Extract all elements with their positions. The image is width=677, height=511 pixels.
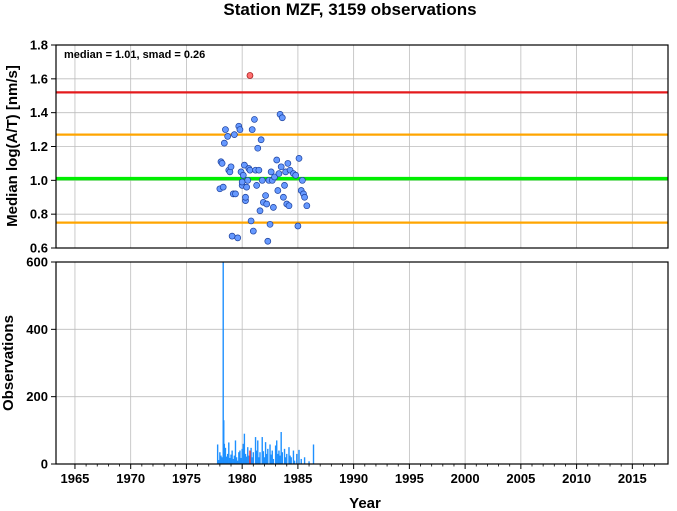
scatter-point — [247, 217, 255, 225]
x-tick-label: 1975 — [172, 471, 201, 486]
x-tick-label: 2005 — [506, 471, 535, 486]
scatter-point — [277, 163, 285, 171]
scatter-point — [242, 193, 249, 201]
bottom-y-tick-label: 600 — [26, 255, 48, 270]
scatter-point — [271, 173, 278, 181]
top-y-axis-label: Median log(A/T) [nm/s] — [4, 65, 21, 227]
scatter-point — [257, 136, 265, 144]
scatter-point — [294, 222, 302, 230]
scatter-point — [248, 126, 256, 133]
top-y-tick-label: 1.2 — [30, 139, 48, 154]
scatter-point — [249, 227, 257, 235]
scatter-point — [255, 166, 263, 174]
scatter-point — [220, 139, 228, 147]
x-tick-label: 1965 — [60, 471, 89, 486]
scatter-point — [278, 114, 286, 122]
top-y-tick-label: 1.8 — [30, 38, 48, 53]
bottom-panel-frame — [55, 261, 669, 465]
scatter-point — [232, 190, 239, 198]
x-tick-label: 1990 — [339, 471, 368, 486]
top-y-tick-label: 0.6 — [30, 241, 48, 256]
x-tick-label: 2015 — [618, 471, 647, 486]
scatter-point — [303, 202, 311, 210]
x-tick-label: 2010 — [562, 471, 591, 486]
bottom-y-tick-label: 200 — [26, 389, 48, 404]
scatter-point — [234, 234, 242, 242]
scatter-point — [274, 187, 282, 194]
reference-lines — [56, 91, 668, 224]
chart-title: Station MZF, 3159 observations — [223, 0, 476, 19]
scatter-point — [241, 161, 248, 169]
scatter-point — [299, 176, 306, 184]
x-tick-label: 1980 — [228, 471, 257, 486]
scatter-point — [251, 116, 258, 123]
top-grid — [56, 44, 668, 249]
scatter-point — [266, 220, 274, 228]
scatter-point — [263, 200, 271, 208]
bottom-panel: 0 200 400 600 1965 1970 1975 1980 1985 1990 1995 2… — [0, 255, 669, 511]
top-y-tick-label: 1.0 — [30, 173, 48, 188]
median-annotation: median = 1.01, smad = 0.26 — [64, 49, 205, 61]
scatter-point — [280, 193, 287, 201]
scatter-point — [253, 182, 261, 189]
scatter-point — [270, 204, 277, 211]
top-y-tick-label: 1.6 — [30, 71, 48, 86]
scatter-point — [218, 160, 226, 167]
top-y-ticks: 0.6 0.8 1.0 1.2 1.4 1.6 1.8 — [30, 38, 56, 256]
scatter-points — [216, 72, 311, 245]
scatter-point — [284, 160, 292, 167]
scatter-point — [295, 154, 303, 162]
scatter-point — [228, 232, 236, 240]
scatter-point — [275, 170, 283, 177]
scatter-point — [254, 144, 262, 152]
x-tick-label: 2000 — [451, 471, 480, 486]
scatter-point — [238, 178, 246, 186]
scatter-point — [219, 183, 227, 191]
scatter-point — [224, 133, 232, 140]
scatter-point — [231, 131, 238, 139]
scatter-point — [262, 192, 269, 199]
top-panel: 0.6 0.8 1.0 1.2 1.4 1.6 1.8 median = 1.01, sma… — [4, 38, 669, 256]
scatter-point — [267, 168, 275, 176]
top-y-tick-label: 0.8 — [30, 207, 48, 222]
scatter-point — [239, 171, 247, 179]
bottom-y-tick-label: 400 — [26, 322, 48, 337]
scatter-point — [281, 182, 288, 189]
bottom-y-axis-label: Observations — [0, 315, 17, 411]
bottom-grid — [56, 261, 668, 465]
x-axis-label: Year — [349, 495, 381, 511]
x-tick-label: 1970 — [116, 471, 145, 486]
scatter-point — [243, 183, 250, 191]
scatter-point — [273, 156, 281, 164]
x-tick-label: 1985 — [283, 471, 312, 486]
scatter-point — [227, 163, 235, 171]
scatter-point — [301, 193, 308, 201]
bottom-y-tick-label: 0 — [41, 457, 48, 472]
scatter-point — [292, 171, 300, 179]
scatter-point — [258, 176, 266, 184]
histogram-bars — [216, 262, 315, 464]
scatter-point — [246, 166, 254, 174]
scatter-point — [285, 202, 293, 210]
scatter-point — [244, 176, 252, 184]
bottom-y-ticks: 0 200 400 600 — [26, 255, 56, 472]
scatter-point — [264, 237, 272, 245]
x-tick-label: 1995 — [395, 471, 424, 486]
scatter-point — [256, 207, 264, 215]
outlier-point — [246, 72, 254, 79]
top-y-tick-label: 1.4 — [30, 105, 49, 120]
scatter-point — [222, 126, 229, 133]
scatter-point — [236, 126, 244, 133]
x-ticks: 1965 1970 1975 1980 1985 1990 1995 2000 2005 2010… — [60, 464, 656, 486]
